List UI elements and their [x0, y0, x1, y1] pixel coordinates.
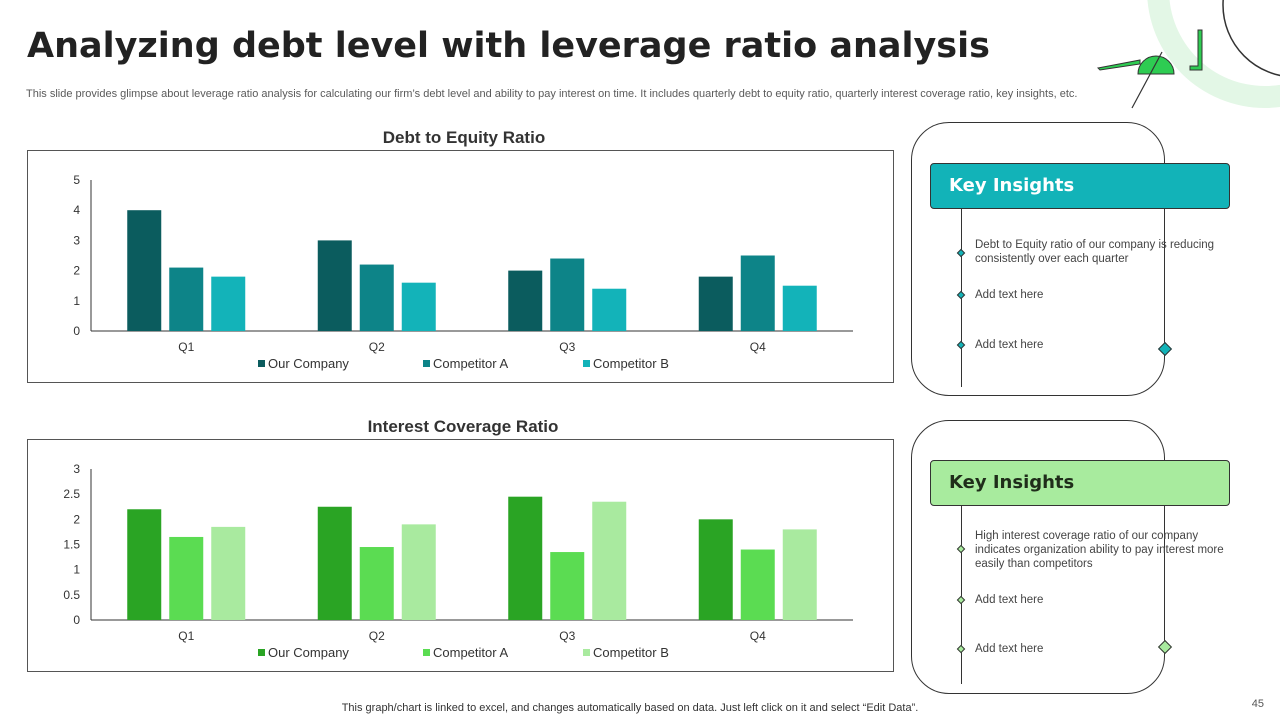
legend-label: Our Company: [268, 356, 349, 371]
y-tick-label: 1: [73, 294, 80, 308]
bar-competitor-a-q1[interactable]: [169, 536, 204, 620]
footer-note: This graph/chart is linked to excel, and…: [341, 702, 919, 714]
chart-frame-debt-equity[interactable]: 0 1 2 3 4 5 Q1 Q2 Q3 Q4 Our Company Competitor A Com…: [27, 150, 894, 383]
bar-competitor-a-q4[interactable]: [740, 549, 775, 620]
y-tick-label: 1.5: [63, 538, 80, 552]
x-tick-label: Q2: [369, 340, 385, 354]
x-tick-label: Q1: [178, 629, 194, 643]
bar-competitor-a-q4[interactable]: [740, 255, 775, 332]
bar-competitor-b-q2[interactable]: [401, 524, 436, 620]
interest-coverage-chart: 0 0.5 1 1.5 2 2.5 3 Q1 Q2 Q3 Q4 Our Company Competit…: [63, 462, 853, 660]
bar-competitor-a-q1[interactable]: [169, 267, 204, 331]
y-tick-label: 2: [73, 264, 80, 278]
page-subtitle: This slide provides glimpse about levera…: [26, 88, 1078, 100]
legend-swatch: [583, 649, 590, 656]
y-tick-label: 5: [73, 173, 80, 187]
bar-competitor-b-q4[interactable]: [782, 285, 817, 331]
insight-bullet: Add text here: [975, 339, 1044, 351]
page-title: Analyzing debt level with leverage ratio…: [27, 26, 990, 66]
bar-our-company-q2[interactable]: [317, 240, 352, 331]
legend-label: Competitor B: [593, 645, 669, 660]
insight-bullet: Add text here: [975, 643, 1044, 655]
decorative-ornament: [1096, 0, 1280, 109]
legend-label: Competitor A: [433, 645, 508, 660]
y-tick-label: 3: [73, 462, 80, 476]
legend-label: Competitor A: [433, 356, 508, 371]
legend-swatch: [258, 649, 265, 656]
bar-competitor-b-q1[interactable]: [211, 276, 246, 331]
x-tick-label: Q4: [750, 340, 766, 354]
bar-our-company-q1[interactable]: [127, 509, 162, 620]
y-tick-label: 0: [73, 324, 80, 338]
x-tick-label: Q2: [369, 629, 385, 643]
y-tick-label: 1: [73, 563, 80, 577]
insights-panel-1: [911, 122, 1165, 396]
y-tick-label: 0.5: [63, 588, 80, 602]
x-tick-label: Q3: [559, 629, 575, 643]
insights-timeline-2: [961, 506, 962, 684]
legend-label: Competitor B: [593, 356, 669, 371]
chart-frame-interest-coverage[interactable]: 0 0.5 1 1.5 2 2.5 3 Q1 Q2 Q3 Q4 Our Company Competit…: [27, 439, 894, 672]
bar-competitor-b-q3[interactable]: [592, 501, 627, 620]
key-insights-heading-1: Key Insights: [930, 163, 1230, 209]
bar-competitor-a-q2[interactable]: [359, 547, 394, 620]
bar-our-company-q4[interactable]: [698, 519, 733, 620]
chart-title-interest-coverage: Interest Coverage Ratio: [367, 417, 559, 436]
key-insights-heading-2: Key Insights: [930, 460, 1230, 506]
bar-our-company-q3[interactable]: [508, 496, 543, 620]
bar-competitor-b-q4[interactable]: [782, 529, 817, 620]
y-tick-label: 3: [73, 233, 80, 247]
legend-swatch: [258, 360, 265, 367]
y-tick-label: 2.5: [63, 487, 80, 501]
bar-our-company-q3[interactable]: [508, 270, 543, 331]
legend-label: Our Company: [268, 645, 349, 660]
x-tick-label: Q1: [178, 340, 194, 354]
bar-our-company-q4[interactable]: [698, 276, 733, 331]
bar-our-company-q2[interactable]: [317, 506, 352, 620]
x-tick-label: Q4: [750, 629, 766, 643]
bar-competitor-a-q3[interactable]: [550, 258, 585, 331]
legend-swatch: [423, 649, 430, 656]
bar-our-company-q1[interactable]: [127, 210, 162, 331]
y-tick-label: 2: [73, 512, 80, 526]
insight-bullet: Add text here: [975, 594, 1044, 606]
legend-swatch: [583, 360, 590, 367]
insight-bullet: High interest coverage ratio of our comp…: [975, 530, 1224, 570]
chart-title-debt-equity: Debt to Equity Ratio: [382, 128, 546, 147]
y-tick-label: 0: [73, 613, 80, 627]
insights-panel-2: [911, 420, 1165, 694]
bar-competitor-a-q2[interactable]: [359, 264, 394, 331]
bar-competitor-b-q1[interactable]: [211, 526, 246, 620]
insight-bullet: Debt to Equity ratio of our company is r…: [975, 239, 1215, 265]
bar-competitor-a-q3[interactable]: [550, 552, 585, 620]
y-tick-label: 4: [73, 203, 80, 217]
debt-equity-chart: 0 1 2 3 4 5 Q1 Q2 Q3 Q4 Our Company Competitor A Com…: [73, 173, 853, 371]
page-number: 45: [1251, 698, 1264, 710]
legend-swatch: [423, 360, 430, 367]
insight-bullet: Add text here: [975, 289, 1044, 301]
bar-competitor-b-q3[interactable]: [592, 288, 627, 331]
bar-competitor-b-q2[interactable]: [401, 282, 436, 331]
x-tick-label: Q3: [559, 340, 575, 354]
